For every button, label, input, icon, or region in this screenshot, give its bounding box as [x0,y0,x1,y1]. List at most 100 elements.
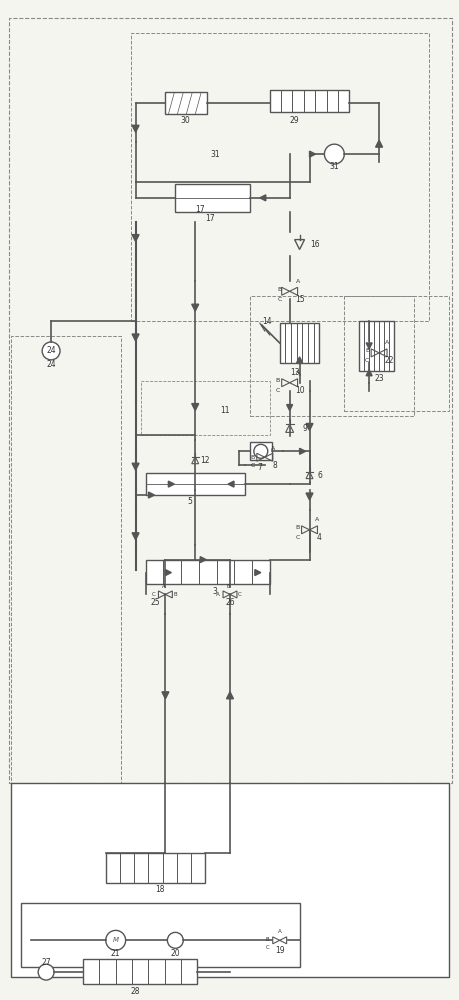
Text: B: B [296,525,300,530]
Circle shape [325,144,344,164]
Text: B: B [251,455,255,460]
Text: A: A [296,370,300,375]
Text: 24: 24 [46,360,56,369]
Bar [175,184,250,212]
Text: 9: 9 [302,424,307,433]
Text: 20: 20 [170,949,180,958]
Circle shape [168,932,183,948]
Polygon shape [149,492,155,498]
Text: C: C [266,945,269,950]
Bar [21,903,300,967]
Polygon shape [228,481,234,487]
Bar [250,442,272,460]
Text: 29: 29 [290,116,299,125]
Polygon shape [306,493,313,500]
Text: A: A [385,340,389,345]
Text: C: C [275,388,280,393]
Polygon shape [132,235,139,242]
Bar [9,18,452,783]
Text: 19: 19 [275,946,285,955]
Text: 24: 24 [46,346,56,355]
Polygon shape [297,357,302,363]
Text: 27: 27 [41,958,51,967]
Text: A: A [315,517,319,522]
Polygon shape [192,404,199,411]
Text: C: C [365,358,369,363]
Text: C: C [278,297,282,302]
Bar [359,321,394,371]
Text: C: C [238,592,242,597]
Text: 18: 18 [156,885,165,894]
Polygon shape [300,448,306,454]
Text: 26: 26 [225,598,235,607]
Circle shape [254,444,268,458]
Text: C: C [151,592,155,597]
Text: 10: 10 [295,386,304,395]
Bar [146,473,245,495]
Bar [21,793,300,898]
Text: B: B [174,592,177,597]
Bar [131,33,429,321]
Text: B: B [275,378,280,383]
Bar [146,560,270,584]
Polygon shape [132,125,139,132]
Text: 16: 16 [311,240,320,249]
Text: A: A [162,584,165,589]
Text: A: A [216,592,220,597]
Text: 3: 3 [213,587,218,596]
Text: 31: 31 [210,150,220,159]
Bar [344,296,448,411]
Text: C: C [296,535,300,540]
Text: 17: 17 [196,205,205,214]
Polygon shape [132,533,139,540]
Text: 30: 30 [180,116,190,125]
Polygon shape [366,370,372,376]
Bar [280,323,319,363]
Text: 4: 4 [317,533,322,542]
Bar [11,783,448,977]
Text: 17: 17 [205,214,215,223]
Text: A: A [271,446,275,451]
Bar [83,959,197,984]
Text: 31: 31 [330,162,339,171]
Bar [165,92,207,114]
Polygon shape [309,151,315,157]
Polygon shape [287,405,293,411]
Polygon shape [227,692,234,699]
Polygon shape [162,692,169,699]
Text: 8: 8 [272,461,277,470]
Text: B: B [226,584,230,589]
Bar [270,90,349,112]
Text: B: B [278,287,282,292]
Text: 25: 25 [151,598,160,607]
Text: 13: 13 [290,368,299,377]
Text: 11: 11 [220,406,230,415]
Circle shape [42,342,60,360]
Polygon shape [375,140,382,147]
Text: 23: 23 [374,374,384,383]
Text: 15: 15 [295,295,304,304]
Polygon shape [132,463,139,470]
Text: B: B [365,348,369,353]
Text: 7: 7 [257,463,262,472]
Bar [106,853,205,883]
Polygon shape [306,423,313,430]
Text: C: C [251,463,255,468]
Text: 12: 12 [201,456,210,465]
Text: B: B [266,937,269,942]
Text: 28: 28 [131,987,140,996]
Circle shape [38,964,54,980]
Circle shape [106,930,126,950]
Text: 22: 22 [384,356,394,365]
Bar [11,336,121,783]
Text: A: A [278,929,281,934]
Polygon shape [200,557,206,563]
Text: 21: 21 [111,949,120,958]
Polygon shape [165,570,171,576]
Text: 5: 5 [188,497,193,506]
Bar [140,381,270,435]
Text: 6: 6 [317,471,322,480]
Polygon shape [255,570,261,576]
Polygon shape [260,195,266,201]
Text: A: A [296,279,300,284]
